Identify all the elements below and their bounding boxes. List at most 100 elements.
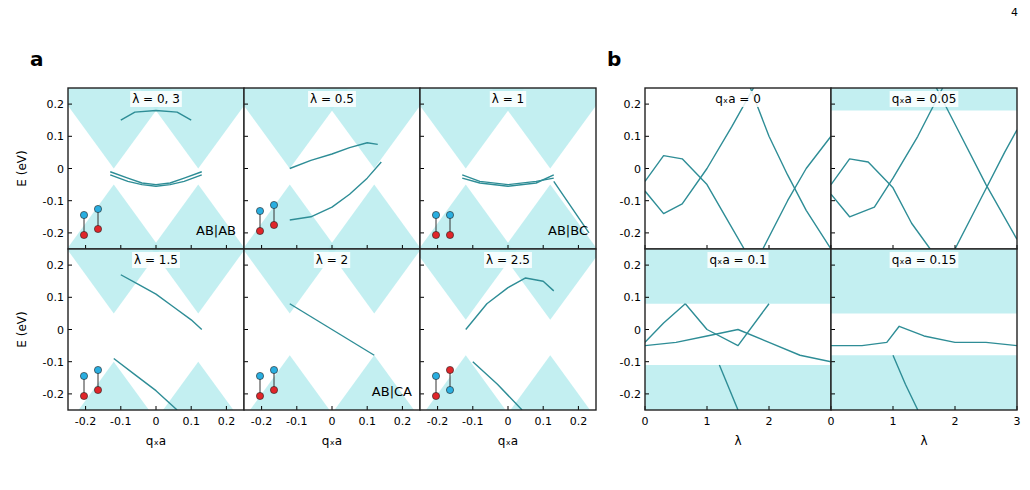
y-tick-label: 0 bbox=[634, 163, 641, 176]
edge-state-line bbox=[645, 304, 685, 343]
title-patch bbox=[130, 91, 182, 107]
plot-area bbox=[420, 249, 596, 410]
continuum-region bbox=[491, 88, 596, 169]
continuum-region bbox=[79, 362, 149, 410]
atom-b bbox=[94, 366, 101, 373]
edge-state-line bbox=[462, 175, 554, 185]
continuum-region bbox=[151, 185, 244, 249]
atom-b bbox=[80, 211, 87, 218]
plot-frame bbox=[831, 88, 1017, 249]
edge-state-line bbox=[290, 143, 378, 169]
x-tick-label: -0.1 bbox=[110, 415, 131, 428]
x-tick-label: 0 bbox=[828, 415, 835, 428]
continuum-region bbox=[250, 355, 330, 410]
x-axis-title: qₓa bbox=[146, 434, 166, 448]
edge-state-line bbox=[893, 355, 918, 410]
edge-state-line bbox=[466, 278, 554, 330]
x-tick-label: 0.1 bbox=[358, 415, 376, 428]
y-tick-label: -0.2 bbox=[43, 388, 64, 401]
panel-title: λ = 2.5 bbox=[486, 253, 530, 267]
edge-state-line bbox=[750, 88, 831, 249]
x-tick-label: -0.2 bbox=[427, 415, 448, 428]
plot-background bbox=[831, 249, 1017, 410]
atom-b bbox=[256, 372, 263, 379]
atom-a bbox=[94, 225, 101, 232]
x-tick-label: 0 bbox=[505, 415, 512, 428]
x-tick-label: 2 bbox=[766, 415, 773, 428]
panel-title: λ = 0.5 bbox=[310, 92, 354, 106]
y-tick-label: 0 bbox=[57, 163, 64, 176]
y-axis-title: E (eV) bbox=[15, 311, 29, 347]
title-patch bbox=[713, 91, 763, 107]
plot-area bbox=[244, 88, 420, 249]
plot-background bbox=[831, 88, 1017, 249]
y-tick-label: -0.1 bbox=[620, 195, 641, 208]
edge-state-line bbox=[831, 159, 930, 249]
atom-b bbox=[270, 201, 277, 208]
edge-state-line bbox=[831, 88, 943, 217]
stacking-label: AB|BC bbox=[548, 223, 588, 238]
y-tick-label: 0.1 bbox=[47, 130, 65, 143]
atom-a bbox=[270, 386, 277, 393]
atom-b bbox=[432, 211, 439, 218]
x-tick-label: 0.1 bbox=[534, 415, 552, 428]
plot-area bbox=[645, 88, 831, 249]
continuum-region bbox=[426, 355, 506, 410]
x-tick-label: 1 bbox=[704, 415, 711, 428]
panel-title: λ = 0, 3 bbox=[132, 92, 180, 106]
panel-title: λ = 2 bbox=[316, 253, 348, 267]
edge-state-line bbox=[936, 88, 1017, 239]
x-tick-label: -0.2 bbox=[75, 415, 96, 428]
x-axis-title: qₓa bbox=[322, 434, 342, 448]
continuum-region bbox=[831, 88, 1017, 111]
x-tick-label: -0.1 bbox=[462, 415, 483, 428]
atom-b bbox=[270, 366, 277, 373]
edge-state-line bbox=[121, 111, 191, 121]
y-tick-label: -0.1 bbox=[43, 195, 64, 208]
page-number: 4 bbox=[1011, 6, 1018, 19]
panel-letter: b bbox=[607, 47, 621, 71]
continuum-region bbox=[510, 355, 590, 410]
title-patch bbox=[490, 91, 526, 107]
panel-title: qₓa = 0.1 bbox=[709, 253, 766, 267]
plot-frame bbox=[244, 88, 420, 249]
y-tick-label: -0.2 bbox=[620, 227, 641, 240]
atom-a bbox=[270, 221, 277, 228]
y-tick-label: 0.1 bbox=[624, 130, 642, 143]
x-tick-label: 0.1 bbox=[182, 415, 200, 428]
continuum-region bbox=[327, 185, 420, 249]
atom-b bbox=[256, 207, 263, 214]
plot-frame bbox=[645, 88, 831, 249]
title-patch bbox=[484, 252, 532, 268]
continuum-region bbox=[645, 249, 831, 304]
plot-frame bbox=[420, 88, 596, 249]
panel-title: λ = 1.5 bbox=[134, 253, 178, 267]
plot-area bbox=[420, 88, 596, 249]
title-patch bbox=[314, 252, 350, 268]
y-axis-title: E (eV) bbox=[15, 150, 29, 186]
panel-title: qₓa = 0.05 bbox=[892, 92, 957, 106]
y-tick-label: -0.2 bbox=[43, 227, 64, 240]
title-patch bbox=[890, 91, 959, 107]
x-tick-label: 0.2 bbox=[218, 415, 236, 428]
edge-state-line bbox=[110, 175, 202, 186]
edge-state-line bbox=[290, 162, 382, 220]
y-tick-label: 0.2 bbox=[624, 259, 642, 272]
x-tick-label: 2 bbox=[952, 415, 959, 428]
continuum-region bbox=[68, 185, 161, 249]
atom-a bbox=[446, 231, 453, 238]
panel-title: λ = 1 bbox=[492, 92, 524, 106]
atom-b bbox=[432, 372, 439, 379]
x-axis-title: λ bbox=[734, 434, 741, 448]
x-tick-label: 3 bbox=[1014, 415, 1021, 428]
stacking-label: AB|AB bbox=[196, 223, 236, 238]
title-patch bbox=[308, 91, 356, 107]
y-tick-label: -0.1 bbox=[43, 356, 64, 369]
atom-b bbox=[446, 386, 453, 393]
edge-state-line bbox=[719, 365, 738, 410]
y-tick-label: -0.1 bbox=[620, 356, 641, 369]
plot-background bbox=[645, 249, 831, 410]
y-tick-label: 0 bbox=[634, 324, 641, 337]
atom-b bbox=[80, 372, 87, 379]
panel-title: qₓa = 0 bbox=[715, 92, 761, 106]
